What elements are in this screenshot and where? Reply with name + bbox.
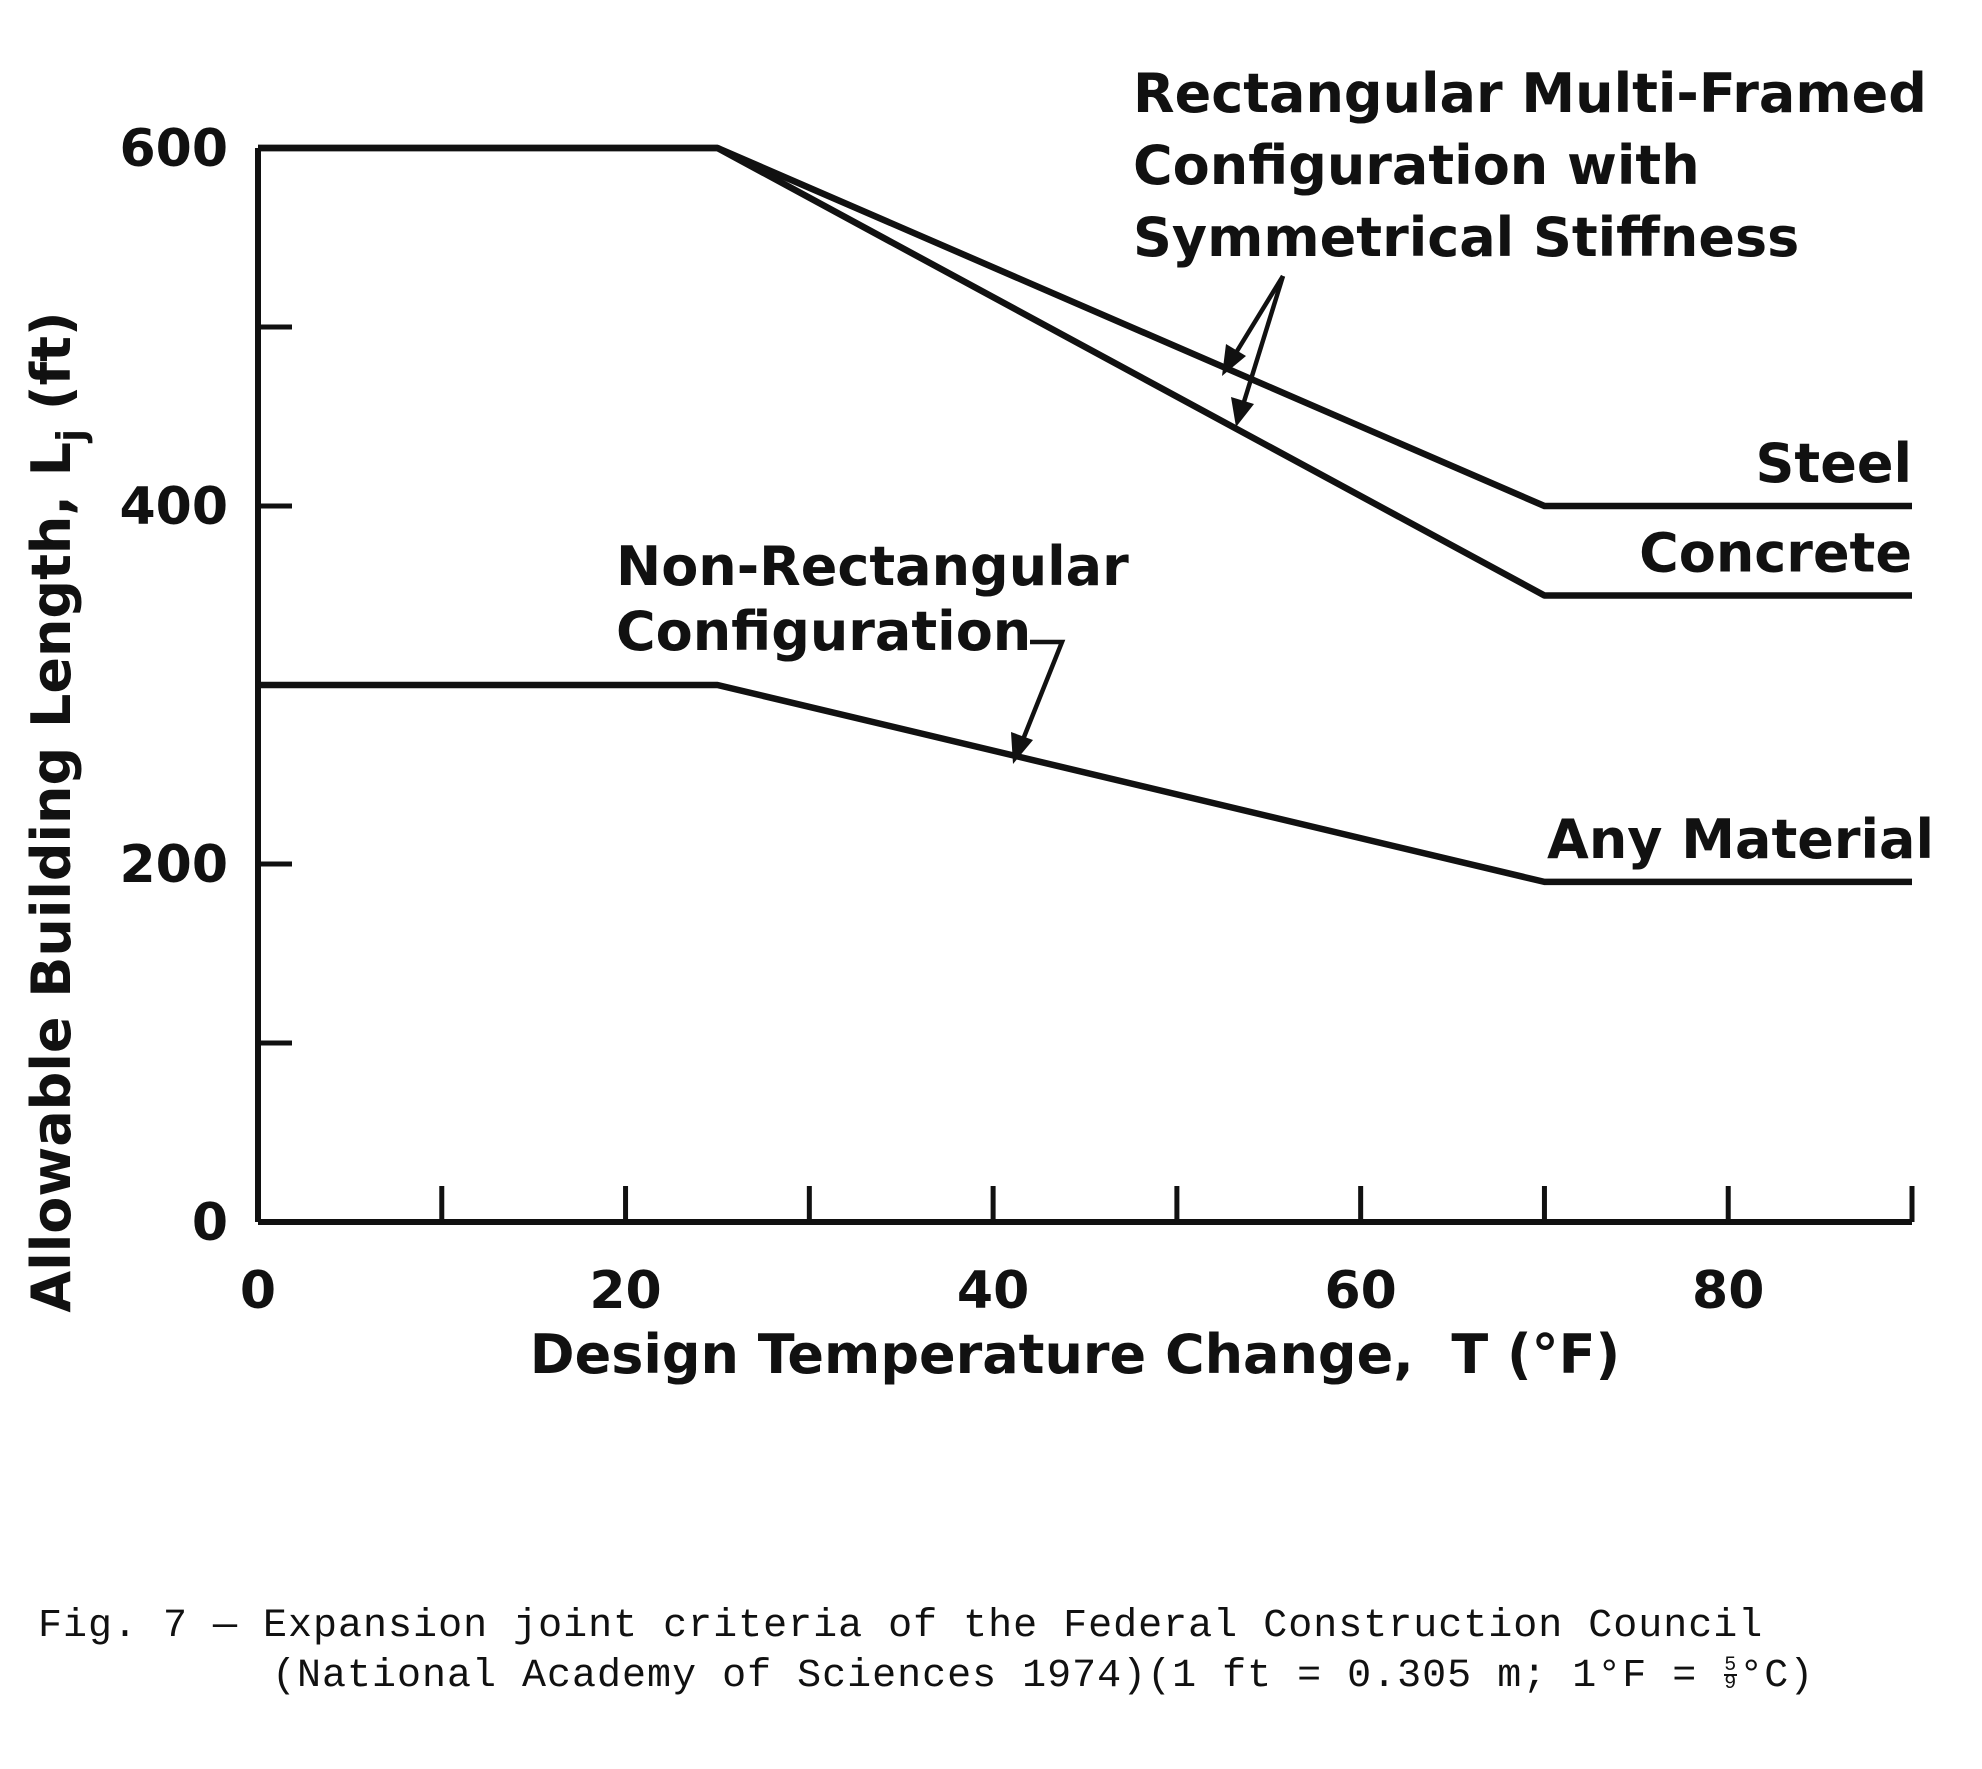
series-line-concrete bbox=[258, 144, 1912, 599]
series-line-steel bbox=[258, 144, 1912, 510]
annotation-non-rectangular-line-2: Configuration bbox=[616, 600, 1031, 663]
annotation-rectangular: Rectangular Multi-Framed Configuration w… bbox=[1133, 62, 1946, 269]
chart-series bbox=[258, 144, 1912, 886]
x-tick-label: 40 bbox=[957, 1261, 1029, 1321]
annotation-arrows bbox=[1011, 274, 1286, 764]
x-tick-label: 60 bbox=[1324, 1261, 1396, 1321]
figure-caption-line-2-text: (National Academy of Sciences 1974)(1 ft… bbox=[272, 1654, 1723, 1699]
y-tick-label: 400 bbox=[119, 477, 228, 537]
annotation-non-rectangular-line-1: Non-Rectangular bbox=[616, 535, 1129, 598]
x-tick-label: 80 bbox=[1692, 1261, 1764, 1321]
x-axis-title: Design Temperature Change, T (°F) bbox=[530, 1323, 1620, 1386]
y-tick-label: 200 bbox=[119, 835, 228, 895]
y-axis-title-unit: (ft) bbox=[20, 311, 83, 428]
arrow-to-concrete-head bbox=[1231, 397, 1254, 427]
y-axis-title-subscript: j bbox=[49, 429, 93, 444]
series-label-any-material: Any Material bbox=[1547, 808, 1934, 871]
figure-caption-line-2-end: °C) bbox=[1739, 1654, 1815, 1699]
chart-labels: 0 20 40 60 80 0 200 400 600 Steel Concrete Any Mate… bbox=[119, 119, 1934, 1321]
arrow-to-steel bbox=[1232, 274, 1285, 358]
x-tick-label: 0 bbox=[240, 1261, 276, 1321]
arrow-to-any-material-head bbox=[1011, 732, 1033, 764]
series-line-any-material bbox=[258, 681, 1912, 886]
y-tick-label: 0 bbox=[192, 1193, 228, 1253]
figure-caption-line-2: (National Academy of Sciences 1974)(1 ft… bbox=[272, 1654, 1982, 1699]
y-tick-label: 600 bbox=[119, 119, 228, 179]
figure-caption-fraction-den: 9 bbox=[1724, 1672, 1738, 1696]
series-label-concrete: Concrete bbox=[1639, 522, 1912, 585]
series-label-steel: Steel bbox=[1756, 432, 1912, 495]
y-axis-title: Allowable Building Length, Lj (ft) bbox=[20, 311, 93, 1312]
arrow-to-any-material bbox=[1019, 639, 1066, 743]
arrow-to-steel-head bbox=[1222, 344, 1246, 376]
figure-caption-fraction-num: 5 bbox=[1724, 1654, 1738, 1678]
y-axis-title-main: Allowable Building Length, L bbox=[20, 442, 83, 1313]
annotation-rectangular-line-3: Symmetrical Stiffness bbox=[1133, 206, 1799, 269]
annotation-non-rectangular: Non-Rectangular Configuration bbox=[616, 535, 1148, 663]
annotation-rectangular-line-1: Rectangular Multi-Framed bbox=[1133, 62, 1927, 125]
figure-caption-line-1: Fig. 7 — Expansion joint criteria of the… bbox=[38, 1604, 1764, 1649]
arrow-to-concrete bbox=[1240, 275, 1286, 406]
annotation-rectangular-line-2: Configuration with bbox=[1133, 134, 1700, 197]
x-tick-label: 20 bbox=[589, 1261, 661, 1321]
